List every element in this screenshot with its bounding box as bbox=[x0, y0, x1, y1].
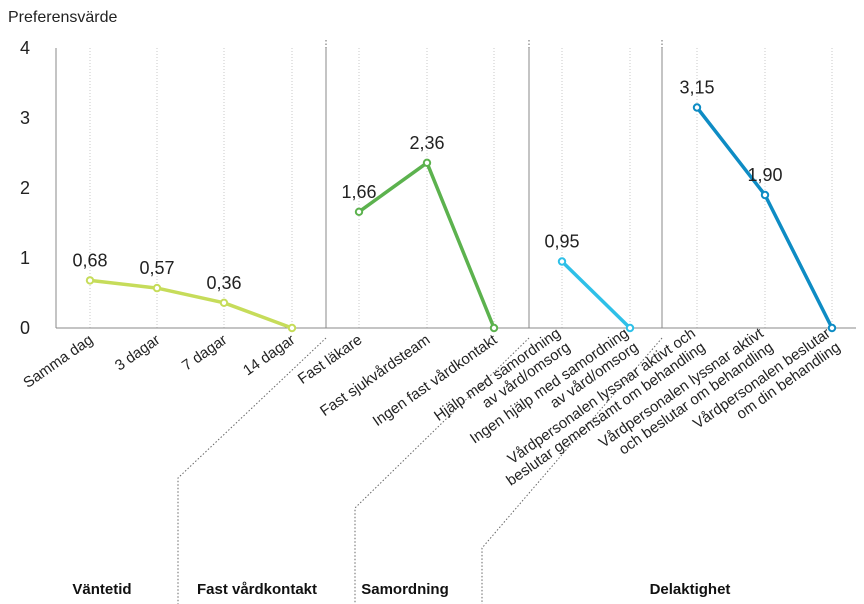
data-point bbox=[489, 323, 499, 333]
x-tick-label: Fast sjukvårdsteam bbox=[317, 331, 433, 420]
data-label: 1,66 bbox=[341, 182, 376, 202]
data-label: 2,36 bbox=[409, 133, 444, 153]
x-tick-line: 3 dagar bbox=[112, 331, 163, 374]
y-axis-label: Preferensvärde bbox=[8, 9, 117, 26]
y-tick-label: 1 bbox=[20, 248, 30, 268]
x-tick-line: Fast sjukvårdsteam bbox=[317, 331, 433, 420]
data-point bbox=[287, 323, 297, 333]
grid-layer bbox=[89, 48, 833, 328]
data-label: 1,90 bbox=[747, 165, 782, 185]
series-line bbox=[560, 260, 632, 330]
data-point bbox=[219, 298, 229, 307]
y-tick-label: 3 bbox=[20, 108, 30, 128]
y-tick-label: 2 bbox=[20, 178, 30, 198]
group-label: Samordning bbox=[361, 581, 449, 598]
axis-layer: 0 1 2 3 4 bbox=[20, 38, 856, 604]
data-label: 0,57 bbox=[139, 258, 174, 278]
x-tick-label: 7 dagar bbox=[179, 331, 230, 374]
data-point bbox=[85, 276, 95, 285]
data-label: 0,95 bbox=[544, 232, 579, 252]
data-point bbox=[692, 103, 702, 112]
group-divider-leader bbox=[354, 337, 530, 604]
x-tick-label: Samma dag bbox=[20, 331, 96, 391]
data-label: 3,15 bbox=[679, 78, 714, 98]
group-label: Fast vårdkontakt bbox=[197, 581, 317, 598]
x-tick-line: 7 dagar bbox=[179, 331, 230, 374]
series-line bbox=[89, 278, 293, 330]
group-divider-leader bbox=[177, 337, 327, 604]
data-point bbox=[354, 207, 364, 217]
data-point bbox=[760, 190, 770, 200]
data-point bbox=[827, 323, 837, 333]
group-label: Väntetid bbox=[72, 581, 131, 598]
x-tick-line: Samma dag bbox=[20, 331, 96, 391]
data-label: 0,68 bbox=[72, 250, 107, 270]
group-divider-leader bbox=[481, 337, 663, 604]
y-tick-label: 4 bbox=[20, 38, 30, 58]
y-tick-label: 0 bbox=[20, 318, 30, 338]
line-layer bbox=[85, 103, 837, 333]
data-point bbox=[152, 283, 162, 293]
group-label: Delaktighet bbox=[650, 581, 731, 598]
data-point bbox=[422, 158, 432, 168]
data-point bbox=[557, 257, 567, 266]
data-label: 0,36 bbox=[206, 273, 241, 293]
data-point bbox=[625, 323, 635, 333]
x-tick-label: 3 dagar bbox=[112, 331, 163, 374]
